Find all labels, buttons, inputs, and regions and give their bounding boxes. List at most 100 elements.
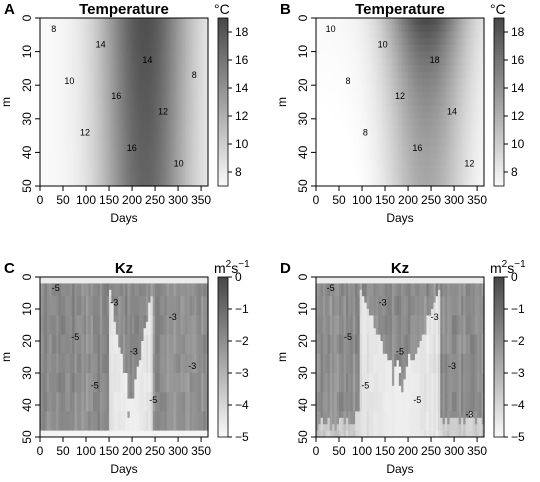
heatmap-cell — [325, 44, 329, 53]
heatmap-cell — [67, 31, 71, 39]
heatmap-cell — [138, 289, 142, 297]
heatmap-cell — [320, 105, 324, 113]
heatmap-cell — [138, 405, 142, 412]
heatmap-cell — [127, 302, 131, 310]
heatmap-cell — [391, 105, 395, 113]
heatmap-cell — [65, 277, 69, 284]
heatmap-cell — [479, 51, 483, 59]
heatmap-cell — [111, 58, 115, 66]
heatmap-cell — [109, 277, 112, 284]
heatmap-cell — [394, 179, 398, 187]
heatmap-cell — [72, 91, 76, 100]
heatmap-cell — [79, 71, 83, 80]
heatmap-cell — [410, 78, 414, 86]
heatmap-cell — [113, 334, 117, 342]
heatmap-cell — [90, 105, 94, 113]
heatmap-cell — [42, 118, 46, 127]
heatmap-cell — [332, 138, 336, 147]
colorbar-swatch — [218, 71, 228, 75]
heatmap-cell — [42, 302, 46, 310]
heatmap-cell — [46, 302, 50, 310]
heatmap-cell — [417, 138, 421, 147]
heatmap-cell — [106, 112, 110, 120]
heatmap-cell — [88, 392, 92, 400]
heatmap-cell — [74, 353, 78, 361]
heatmap-cell — [53, 58, 57, 66]
heatmap-cell — [378, 24, 382, 33]
heatmap-cell — [168, 125, 172, 133]
heatmap-cell — [79, 309, 83, 316]
heatmap-cell — [88, 125, 92, 133]
heatmap-cell — [380, 112, 384, 120]
heatmap-cell — [49, 65, 53, 73]
heatmap-cell — [127, 341, 131, 348]
heatmap-cell — [67, 289, 71, 297]
heatmap-cell — [125, 385, 129, 393]
heatmap-cell — [178, 112, 181, 120]
heatmap-cell — [357, 179, 361, 187]
heatmap-cell — [132, 85, 135, 93]
heatmap-cell — [86, 379, 89, 387]
heatmap-cell — [125, 132, 129, 140]
heatmap-cell — [449, 159, 453, 167]
heatmap-cell — [182, 112, 186, 120]
heatmap-cell — [81, 302, 85, 310]
heatmap-cell — [81, 172, 85, 180]
heatmap-cell — [470, 38, 474, 46]
heatmap-cell — [106, 24, 110, 33]
heatmap-cell — [341, 85, 345, 93]
heatmap-cell — [148, 118, 152, 127]
heatmap-cell — [414, 91, 418, 100]
heatmap-cell — [53, 366, 57, 374]
heatmap-cell — [378, 138, 382, 147]
heatmap-cell — [440, 159, 444, 167]
heatmap-cell — [125, 424, 129, 432]
heatmap-cell — [431, 118, 434, 127]
heatmap-cell — [127, 347, 131, 355]
heatmap-cell — [414, 98, 418, 106]
heatmap-cell — [72, 51, 76, 59]
heatmap-cell — [76, 315, 80, 323]
heatmap-cell — [65, 78, 69, 86]
heatmap-cell — [115, 78, 119, 86]
heatmap-cell — [115, 353, 119, 361]
heatmap-cell — [421, 165, 425, 174]
heatmap-cell — [141, 118, 145, 127]
heatmap-cell — [120, 296, 124, 304]
heatmap-cell — [138, 65, 142, 73]
heatmap-cell — [141, 112, 145, 120]
heatmap-cell — [479, 38, 483, 46]
heatmap-cell — [129, 85, 133, 93]
heatmap-cell — [99, 321, 103, 329]
heatmap-cell — [58, 152, 62, 160]
heatmap-cell — [385, 152, 388, 160]
heatmap-cell — [341, 125, 345, 133]
heatmap-cell — [472, 78, 476, 86]
heatmap-cell — [109, 334, 112, 342]
heatmap-cell — [49, 315, 53, 323]
heatmap-cell — [95, 152, 99, 160]
heatmap-cell — [316, 18, 319, 26]
heatmap-cell — [474, 38, 478, 46]
heatmap-cell — [53, 277, 57, 284]
heatmap-cell — [67, 405, 71, 412]
heatmap-cell — [382, 145, 386, 153]
heatmap-cell — [394, 145, 398, 153]
heatmap-cell — [433, 112, 437, 120]
contour-label: 16 — [111, 91, 121, 101]
heatmap-cell — [366, 91, 370, 100]
heatmap-cell — [42, 112, 46, 120]
heatmap-cell — [49, 105, 53, 113]
heatmap-cell — [79, 91, 83, 100]
heatmap-cell — [125, 159, 129, 167]
heatmap-cell — [196, 71, 200, 80]
heatmap-cell — [205, 18, 209, 26]
heatmap-cell — [99, 398, 103, 406]
heatmap-cell — [182, 44, 186, 53]
heatmap-cell — [424, 31, 428, 39]
heatmap-cell — [398, 71, 402, 80]
heatmap-cell — [414, 118, 418, 127]
heatmap-cell — [479, 145, 483, 153]
heatmap-cell — [122, 430, 126, 438]
heatmap-cell — [180, 58, 184, 66]
